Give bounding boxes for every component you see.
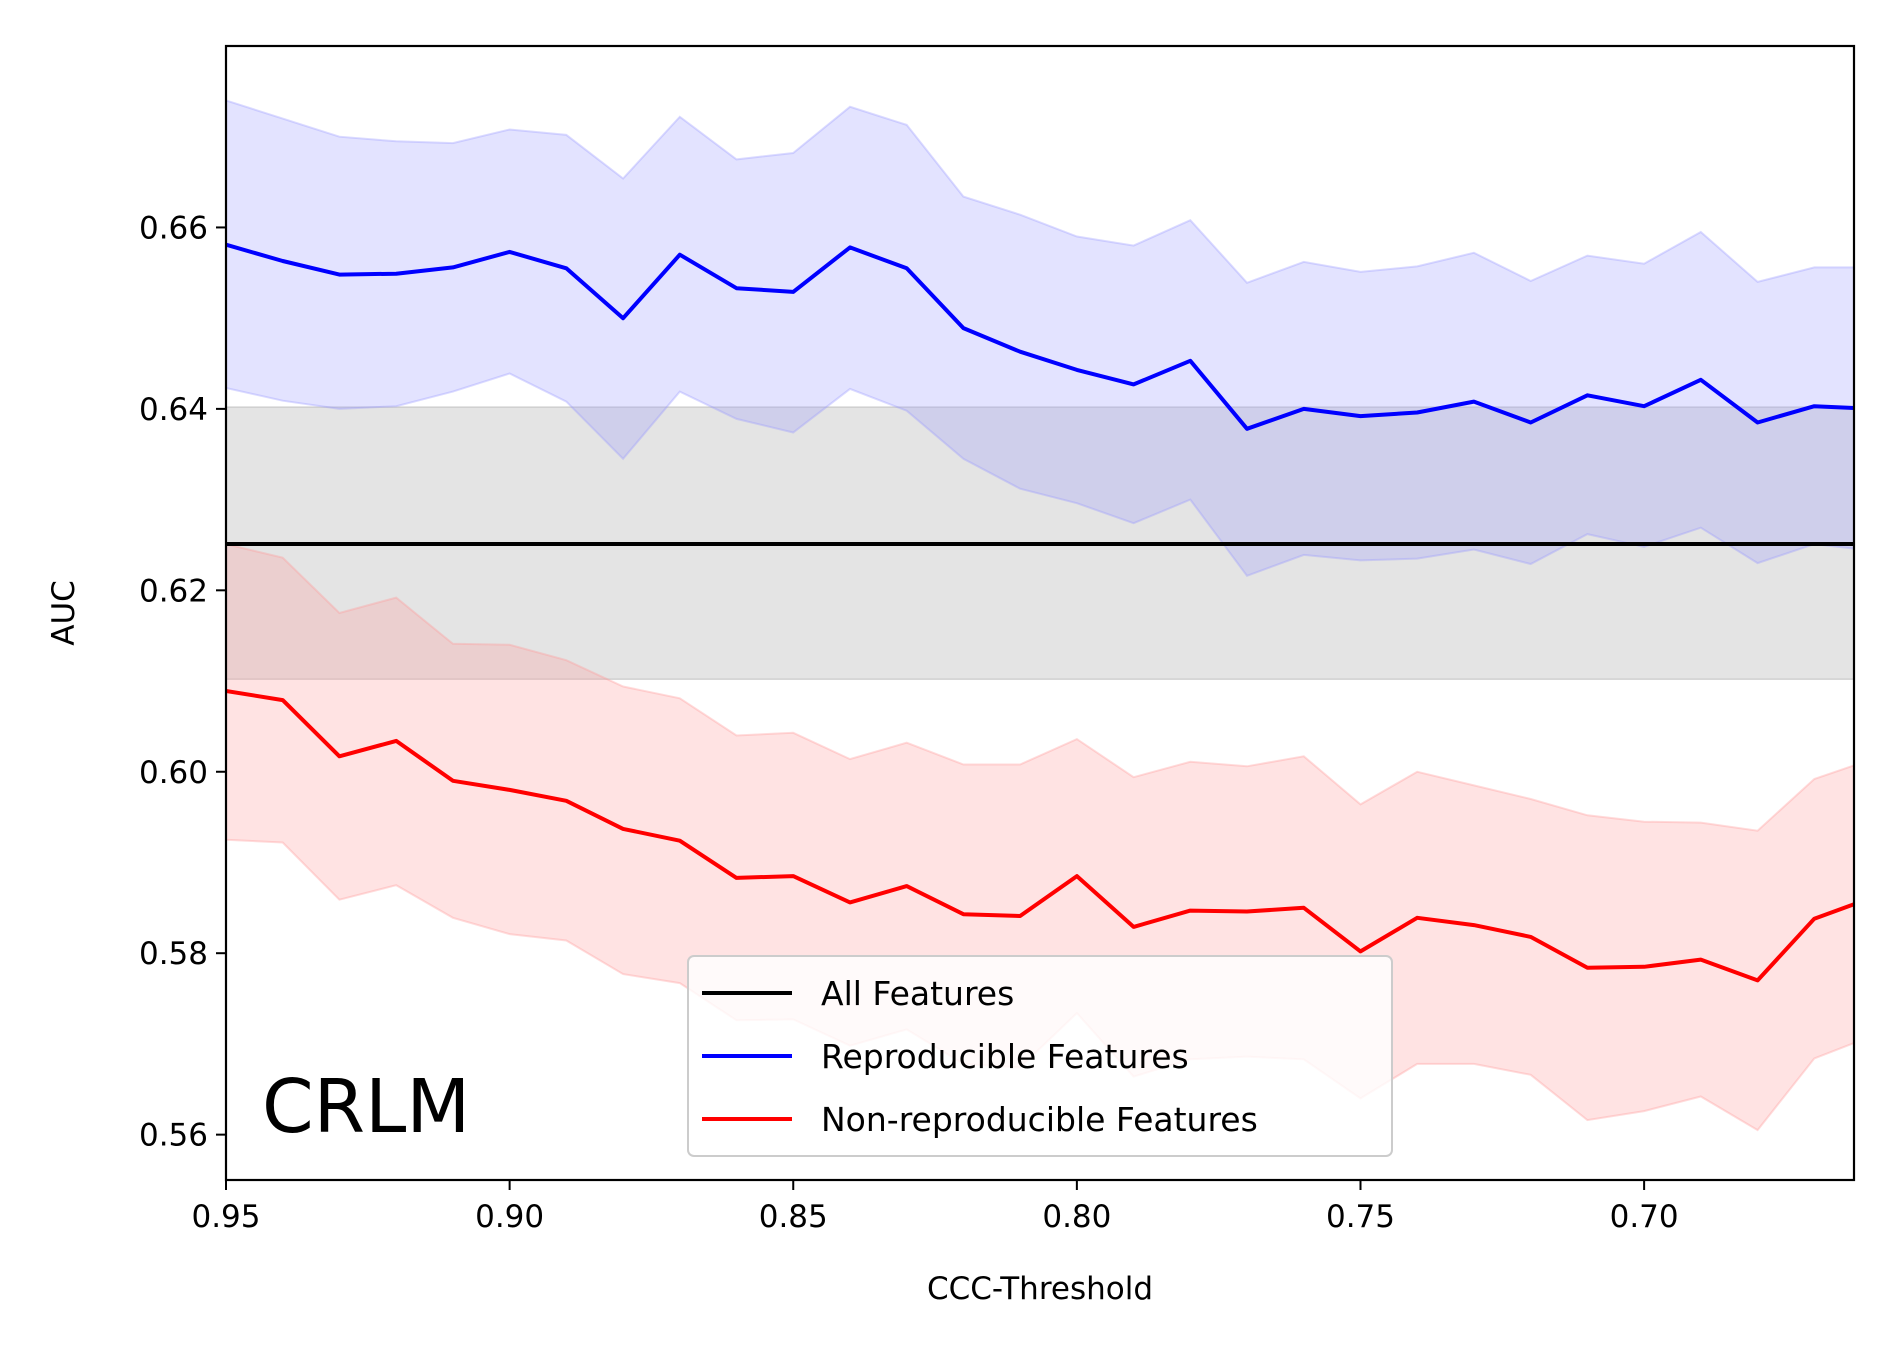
x-tick-label: 0.95 <box>191 1199 260 1235</box>
reproducible-confidence-band <box>226 99 1854 577</box>
legend-label-reproducible: Reproducible Features <box>821 1037 1189 1076</box>
x-tick-label: 0.70 <box>1610 1199 1679 1235</box>
y-axis-title: AUC <box>46 580 82 646</box>
y-tick-label: 0.66 <box>139 210 208 246</box>
y-axis: 0.56 0.58 0.60 0.62 0.64 0.66 <box>139 210 226 1154</box>
reproducible-features-line <box>226 242 1854 431</box>
y-tick-label: 0.56 <box>139 1118 208 1154</box>
x-tick-label: 0.85 <box>759 1199 828 1235</box>
x-tick-label: 0.80 <box>1042 1199 1111 1235</box>
legend-label-all-features: All Features <box>821 974 1014 1013</box>
dataset-annotation: CRLM <box>262 1064 470 1150</box>
legend-label-non-reproducible: Non-reproducible Features <box>821 1100 1258 1139</box>
x-tick-label: 0.75 <box>1326 1199 1395 1235</box>
legend-box <box>687 955 1393 1157</box>
x-tick-label: 0.90 <box>475 1199 544 1235</box>
y-tick-label: 0.60 <box>139 755 208 791</box>
x-axis-title: CCC-Threshold <box>927 1271 1153 1307</box>
y-tick-label: 0.64 <box>139 392 208 428</box>
x-axis: 0.95 0.90 0.85 0.80 0.75 0.70 <box>191 1180 1679 1235</box>
plot-frame <box>224 44 1856 1182</box>
y-tick-label: 0.58 <box>139 936 208 972</box>
legend: All Features Reproducible Features Non-r… <box>687 955 1393 1157</box>
y-tick-label: 0.62 <box>139 573 208 609</box>
non-reproducible-features-line <box>226 689 1854 983</box>
